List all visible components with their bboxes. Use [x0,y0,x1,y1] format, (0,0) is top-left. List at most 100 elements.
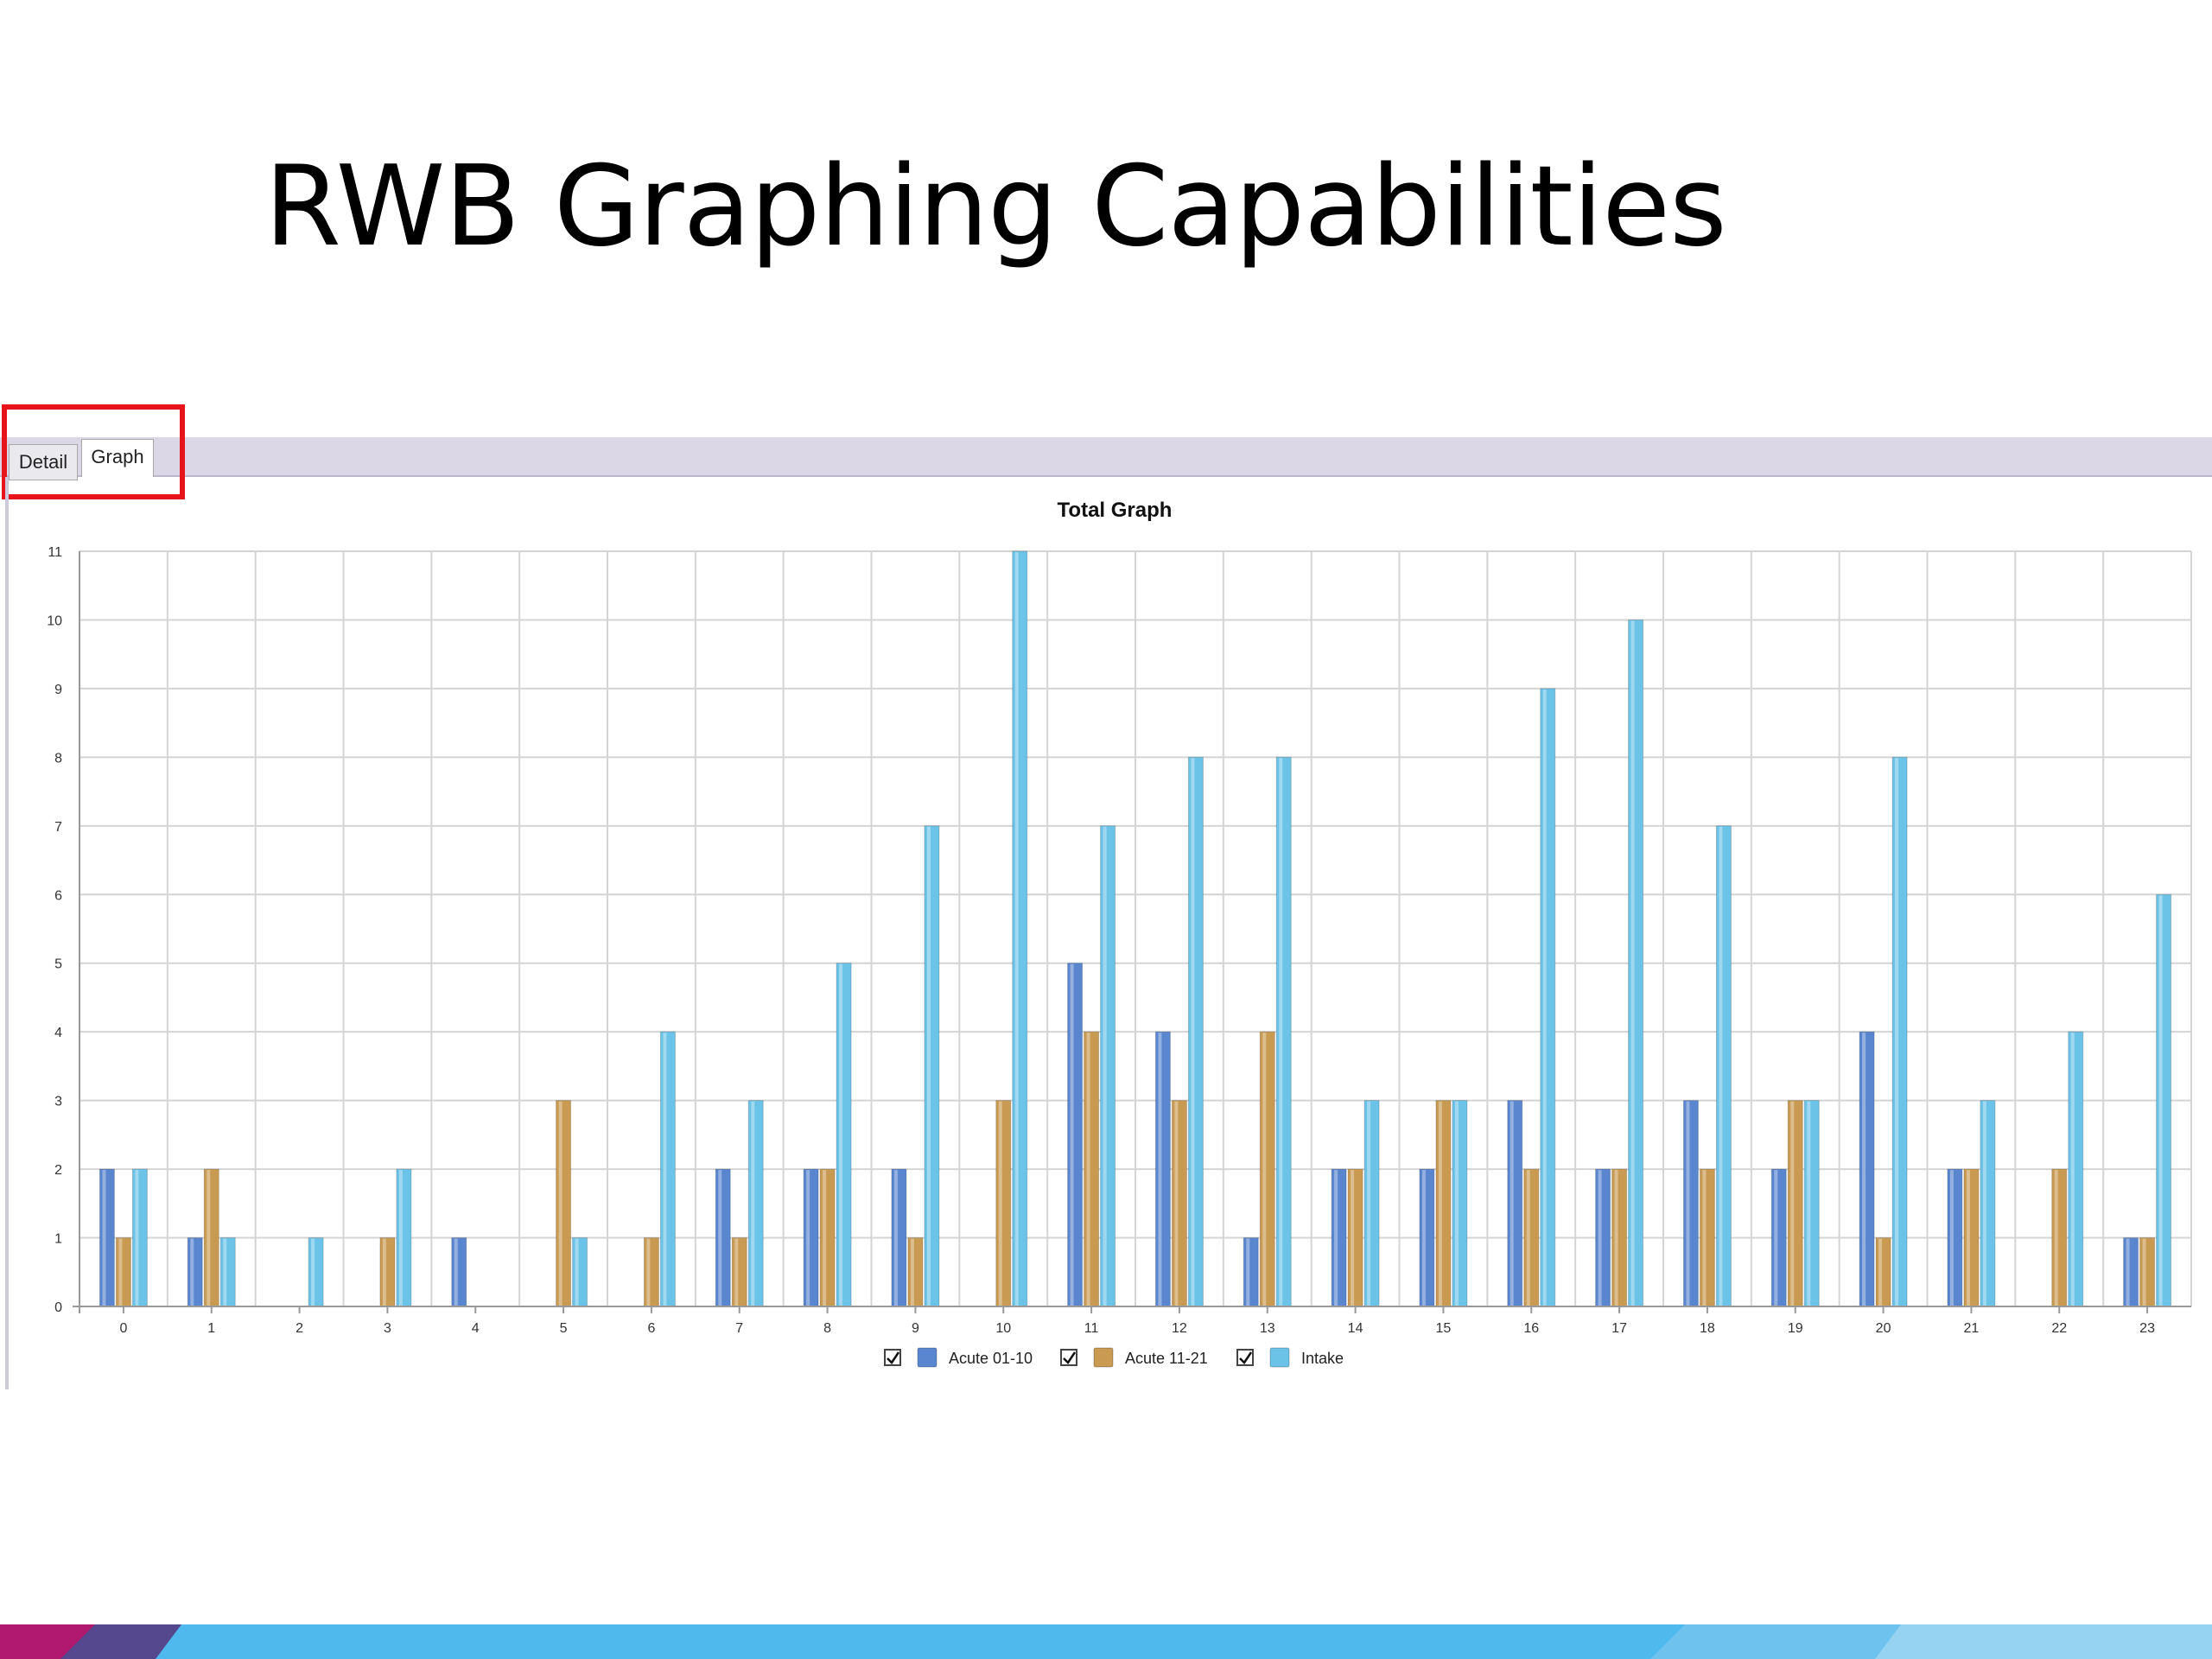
y-tick-label: 1 [54,1232,62,1247]
bar [1523,1168,1540,1307]
graph-panel: Detail Graph Total Graph 0 1 2 3 4 5 6 7 8 9 10 11 0 1… [0,404,2212,1395]
bar-highlight [1014,552,1019,1306]
y-tick-label: 4 [54,1026,62,1040]
bar [1770,1168,1787,1307]
y-tick-label: 5 [54,957,62,972]
bar [1803,1100,1820,1307]
bar [1595,1168,1611,1307]
y-tick-label: 0 [54,1300,62,1315]
bar [379,1237,396,1307]
x-tick-label: 9 [912,1321,919,1336]
bar-highlight [558,1101,563,1306]
bar-highlight [1774,1170,1778,1306]
bar-highlight [1174,1101,1179,1306]
bar-highlight [454,1238,458,1306]
bar [2123,1237,2139,1307]
bar [643,1237,659,1307]
bar [1540,688,1556,1307]
bar [907,1237,924,1307]
bar-highlight [1279,758,1283,1306]
x-tick-label: 14 [1348,1321,1363,1336]
x-tick-label: 23 [2139,1321,2155,1336]
x-tick-label: 15 [1436,1321,1452,1336]
bar-highlight [1246,1238,1250,1306]
bar-highlight [663,1033,667,1306]
bar-highlight [1719,826,1723,1306]
legend-swatch [1269,1347,1290,1368]
y-tick-label: 11 [48,545,62,560]
bar-highlight [1614,1170,1618,1306]
y-tick-label: 8 [54,751,62,766]
bar [1154,1031,1171,1307]
legend-item[interactable]: Acute 11-21 [1060,1347,1208,1368]
bar [1699,1168,1715,1307]
bar-highlight [998,1101,1002,1306]
bar-highlight [1510,1101,1514,1306]
x-tick-label: 0 [119,1321,127,1336]
bar [1067,963,1084,1307]
x-tick-label: 6 [647,1321,655,1336]
y-tick-label: 7 [54,820,62,835]
bar [1331,1168,1347,1307]
y-tick-label: 2 [54,1163,62,1178]
bar [572,1237,588,1307]
bar [1363,1100,1380,1307]
bar-highlight [1526,1170,1530,1306]
x-tick-label: 20 [1876,1321,1891,1336]
bar [1275,756,1292,1307]
bar [203,1168,219,1307]
legend-label: Intake [1301,1350,1344,1367]
y-tick-label: 6 [54,888,62,903]
footer-decoration-bar [0,1624,2212,1659]
tab-detail[interactable]: Detail [9,444,78,480]
bar-highlight [1878,1238,1883,1306]
bar [1084,1031,1100,1307]
bar [219,1237,236,1307]
x-tick-label: 16 [1523,1321,1539,1336]
x-tick-label: 5 [560,1321,568,1336]
x-tick-label: 1 [207,1321,215,1336]
bar [1452,1100,1468,1307]
bar-highlight [1454,1101,1459,1306]
bar [1507,1100,1523,1307]
bar-highlight [910,1238,914,1306]
bar-highlight [1367,1101,1371,1306]
bar [308,1237,324,1307]
bar [819,1168,836,1307]
bar [995,1100,1012,1307]
bar [1787,1100,1803,1307]
bar-highlight [2142,1238,2146,1306]
bar [659,1031,676,1307]
x-tick-label: 18 [1700,1321,1715,1336]
bar-highlight [1949,1170,1954,1306]
bar-highlight [1895,758,1899,1306]
bar-highlight [207,1170,211,1306]
bar [115,1237,131,1307]
bar-highlight [1262,1033,1267,1306]
legend-item[interactable]: Intake [1236,1347,1344,1368]
bar [1611,1168,1628,1307]
bar [1012,550,1028,1307]
bar [1243,1237,1259,1307]
bar [1891,756,1908,1307]
bar [1947,1168,1963,1307]
bar-highlight [1807,1101,1811,1306]
bar [1980,1100,1996,1307]
bar [715,1168,731,1307]
bar-highlight [893,1170,898,1306]
bar-highlight [1862,1033,1866,1306]
tab-graph[interactable]: Graph [81,439,154,477]
bar [1715,825,1732,1307]
checkmark-icon [1063,1351,1077,1364]
legend-item[interactable]: Acute 01-10 [884,1347,1033,1368]
bar [2139,1237,2156,1307]
bar [1347,1168,1363,1307]
bar-highlight [382,1238,386,1306]
bar-highlight [1982,1101,1986,1306]
bar-highlight [2158,895,2163,1306]
chart-bars [99,550,2172,1307]
bar-highlight [135,1170,139,1306]
x-tick-label: 19 [1788,1321,1803,1336]
